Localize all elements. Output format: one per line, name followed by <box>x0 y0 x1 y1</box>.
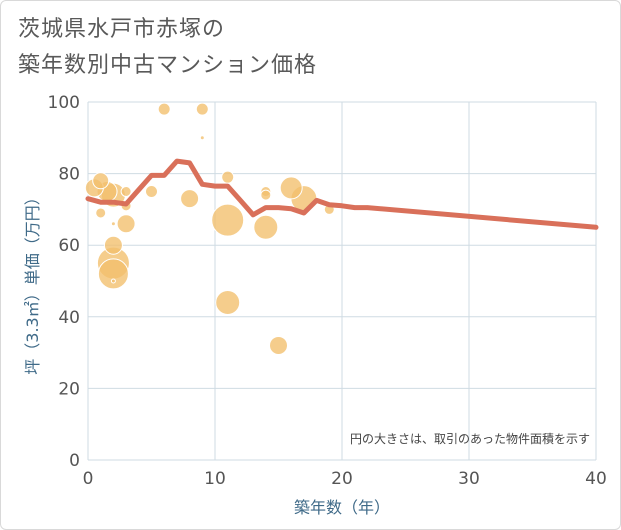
bubble-point <box>116 214 136 234</box>
y-axis-title: 坪（3.3㎡）単価（万円） <box>23 189 42 374</box>
x-tick-label: 0 <box>83 469 94 489</box>
bubble-point <box>221 170 235 184</box>
x-tick-label: 20 <box>331 469 353 489</box>
bubble-point <box>180 189 200 209</box>
bubble-point <box>157 102 171 116</box>
title-line-1: 茨城県水戸市赤塚の <box>18 17 226 42</box>
bubble-point <box>269 335 288 355</box>
bubble-point <box>195 102 209 116</box>
grid-lines <box>87 101 597 461</box>
bubble-point <box>145 185 158 198</box>
bubble-point <box>92 172 110 190</box>
bubble-point <box>215 289 241 315</box>
bubble-point <box>95 207 107 219</box>
y-tick-label: 100 <box>48 93 80 113</box>
y-tick-label: 60 <box>58 236 80 256</box>
bubble-point <box>260 189 272 201</box>
y-tick-label: 80 <box>58 165 80 185</box>
x-tick-label: 30 <box>458 469 480 489</box>
bubble-point <box>211 203 245 237</box>
chart-title: 茨城県水戸市赤塚の 築年数別中古マンション価格 <box>18 12 317 84</box>
bubble-point <box>253 214 279 240</box>
y-tick-label: 40 <box>58 308 80 328</box>
size-note: 円の大きさは、取引のあった物件面積を示す <box>350 431 590 446</box>
y-tick-label: 20 <box>58 379 80 399</box>
bubble-point <box>110 221 116 227</box>
bubble-point <box>279 176 303 200</box>
average-price-line <box>85 158 599 230</box>
bubble-point <box>199 135 205 141</box>
average-line-series <box>85 158 599 230</box>
x-tick-label: 40 <box>585 469 607 489</box>
bubble-point <box>120 186 132 197</box>
bubble-point <box>97 258 129 290</box>
title-line-2: 築年数別中古マンション価格 <box>18 53 318 78</box>
x-tick-label: 10 <box>204 469 226 489</box>
bubble-point <box>103 235 123 255</box>
tick-labels: 0 20 40 60 80 100 0 10 20 30 40 <box>48 93 607 489</box>
x-axis-title: 築年数（年） <box>294 498 390 517</box>
bubble-point <box>110 278 116 284</box>
y-tick-label: 0 <box>69 451 80 471</box>
